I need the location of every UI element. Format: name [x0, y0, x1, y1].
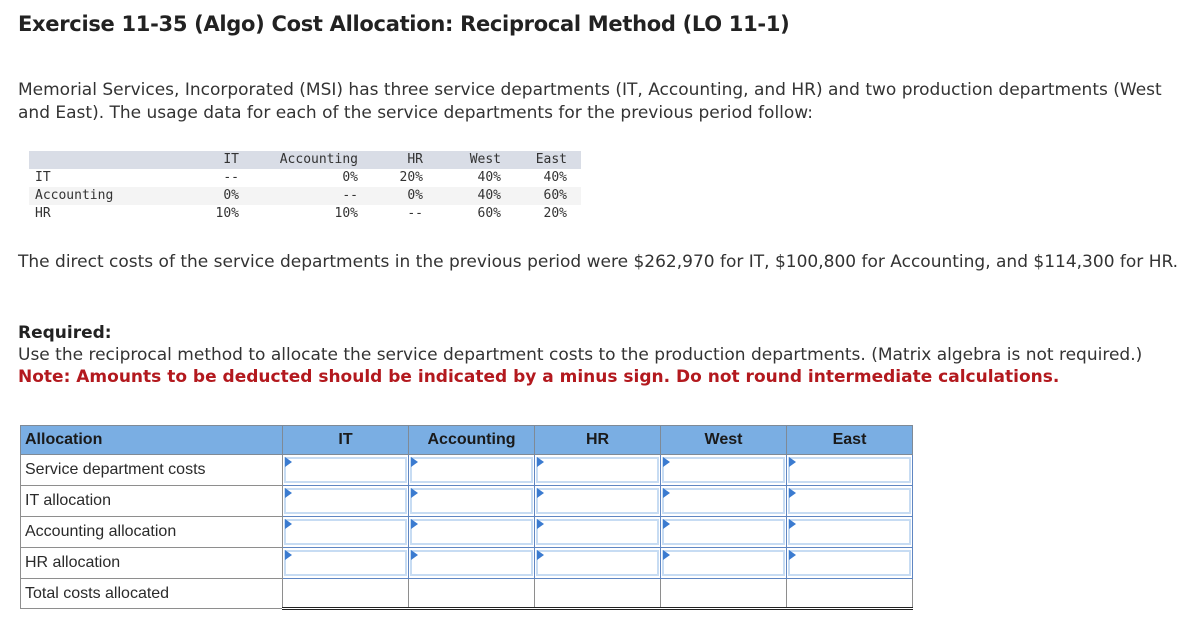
usage-cell: 20%: [543, 206, 567, 221]
service-costs-east-input[interactable]: [788, 457, 911, 483]
input-cell: [282, 516, 409, 548]
input-cell: [408, 516, 535, 548]
usage-row-accounting: Accounting 0% -- 0% 40% 60%: [29, 187, 581, 205]
input-cell: [786, 454, 913, 486]
usage-header-east: East: [501, 151, 581, 169]
hr-allocation-hr-input[interactable]: [536, 550, 659, 576]
allocation-row-label: IT allocation: [20, 485, 283, 517]
service-costs-it-input[interactable]: [284, 457, 407, 483]
usage-cell: 10%: [334, 206, 358, 221]
usage-header-row: IT Accounting HR West East: [29, 151, 581, 169]
usage-cell: 40%: [423, 187, 501, 205]
input-cell: [282, 485, 409, 517]
hr-allocation-accounting-input[interactable]: [410, 550, 533, 576]
allocation-row-label: Service department costs: [20, 454, 283, 486]
allocation-header-row: Allocation IT Accounting HR West East: [20, 425, 913, 455]
usage-row-hr: HR 10% 10% -- 60% 20%: [29, 205, 581, 223]
usage-row-it: IT -- 0% 20% 40% 40%: [29, 169, 581, 187]
service-costs-accounting-input[interactable]: [410, 457, 533, 483]
required-note: Note: Amounts to be deducted should be i…: [18, 367, 1060, 387]
it-allocation-west-input[interactable]: [662, 488, 785, 514]
allocation-header-west: West: [660, 425, 787, 455]
usage-cell: 60%: [477, 206, 501, 221]
input-cell: [786, 516, 913, 548]
input-cell: [786, 547, 913, 579]
direct-costs-paragraph: The direct costs of the service departme…: [18, 252, 1179, 272]
usage-header-blank: [29, 151, 175, 169]
input-cell: [534, 454, 661, 486]
hr-allocation-it-input[interactable]: [284, 550, 407, 576]
usage-data-table: IT Accounting HR West East IT -- 0% 20% …: [29, 151, 581, 223]
allocation-header-east: East: [786, 425, 913, 455]
usage-row-label: IT: [35, 170, 51, 185]
allocation-row-label: Total costs allocated: [20, 578, 283, 609]
usage-cell: --: [223, 170, 239, 185]
allocation-row-it: IT allocation: [20, 485, 913, 517]
input-cell: [282, 547, 409, 579]
usage-cell: 20%: [399, 170, 423, 185]
accounting-allocation-east-input[interactable]: [788, 519, 911, 545]
usage-header-hr: HR: [358, 151, 423, 169]
allocation-header-accounting: Accounting: [408, 425, 535, 455]
allocation-row-accounting: Accounting allocation: [20, 516, 913, 548]
it-allocation-it-input[interactable]: [284, 488, 407, 514]
usage-cell: 0%: [342, 170, 358, 185]
required-instruction: Use the reciprocal method to allocate th…: [18, 345, 1143, 365]
total-west-cell: [660, 578, 787, 610]
service-costs-west-input[interactable]: [662, 457, 785, 483]
input-cell: [660, 547, 787, 579]
it-allocation-east-input[interactable]: [788, 488, 911, 514]
usage-cell: 0%: [358, 187, 423, 205]
input-cell: [660, 485, 787, 517]
usage-row-label: HR: [35, 206, 51, 221]
allocation-header-label: Allocation: [20, 425, 283, 455]
total-hr-cell: [534, 578, 661, 610]
accounting-allocation-accounting-input[interactable]: [410, 519, 533, 545]
usage-cell: 60%: [501, 187, 581, 205]
accounting-allocation-hr-input[interactable]: [536, 519, 659, 545]
usage-cell: 40%: [543, 170, 567, 185]
input-cell: [534, 516, 661, 548]
input-cell: [408, 454, 535, 486]
page-title: Exercise 11-35 (Algo) Cost Allocation: R…: [18, 12, 790, 36]
hr-allocation-west-input[interactable]: [662, 550, 785, 576]
it-allocation-accounting-input[interactable]: [410, 488, 533, 514]
allocation-table: Allocation IT Accounting HR West East Se…: [20, 425, 913, 610]
input-cell: [282, 454, 409, 486]
usage-header-it: IT: [175, 151, 239, 169]
input-cell: [408, 547, 535, 579]
allocation-header-hr: HR: [534, 425, 661, 455]
usage-header-accounting: Accounting: [239, 151, 358, 169]
required-label: Required:: [18, 323, 112, 343]
allocation-row-label: Accounting allocation: [20, 516, 283, 548]
total-accounting-cell: [408, 578, 535, 610]
accounting-allocation-west-input[interactable]: [662, 519, 785, 545]
intro-paragraph: Memorial Services, Incorporated (MSI) ha…: [18, 80, 1162, 123]
usage-header-west: West: [423, 151, 501, 169]
usage-cell: 0%: [175, 187, 239, 205]
usage-cell: --: [239, 187, 358, 205]
allocation-header-it: IT: [282, 425, 409, 455]
accounting-allocation-it-input[interactable]: [284, 519, 407, 545]
allocation-row-service-costs: Service department costs: [20, 454, 913, 486]
input-cell: [534, 485, 661, 517]
it-allocation-hr-input[interactable]: [536, 488, 659, 514]
allocation-row-label: HR allocation: [20, 547, 283, 579]
input-cell: [408, 485, 535, 517]
input-cell: [660, 454, 787, 486]
usage-cell: --: [407, 206, 423, 221]
usage-row-label: Accounting: [29, 187, 175, 205]
required-section: Required: Use the reciprocal method to a…: [18, 322, 1188, 388]
input-cell: [660, 516, 787, 548]
hr-allocation-east-input[interactable]: [788, 550, 911, 576]
input-cell: [786, 485, 913, 517]
allocation-row-hr: HR allocation: [20, 547, 913, 579]
usage-cell: 40%: [477, 170, 501, 185]
input-cell: [534, 547, 661, 579]
usage-cell: 10%: [215, 206, 239, 221]
total-it-cell: [282, 578, 409, 610]
allocation-row-total: Total costs allocated: [20, 578, 913, 610]
total-east-cell: [786, 578, 913, 610]
service-costs-hr-input[interactable]: [536, 457, 659, 483]
